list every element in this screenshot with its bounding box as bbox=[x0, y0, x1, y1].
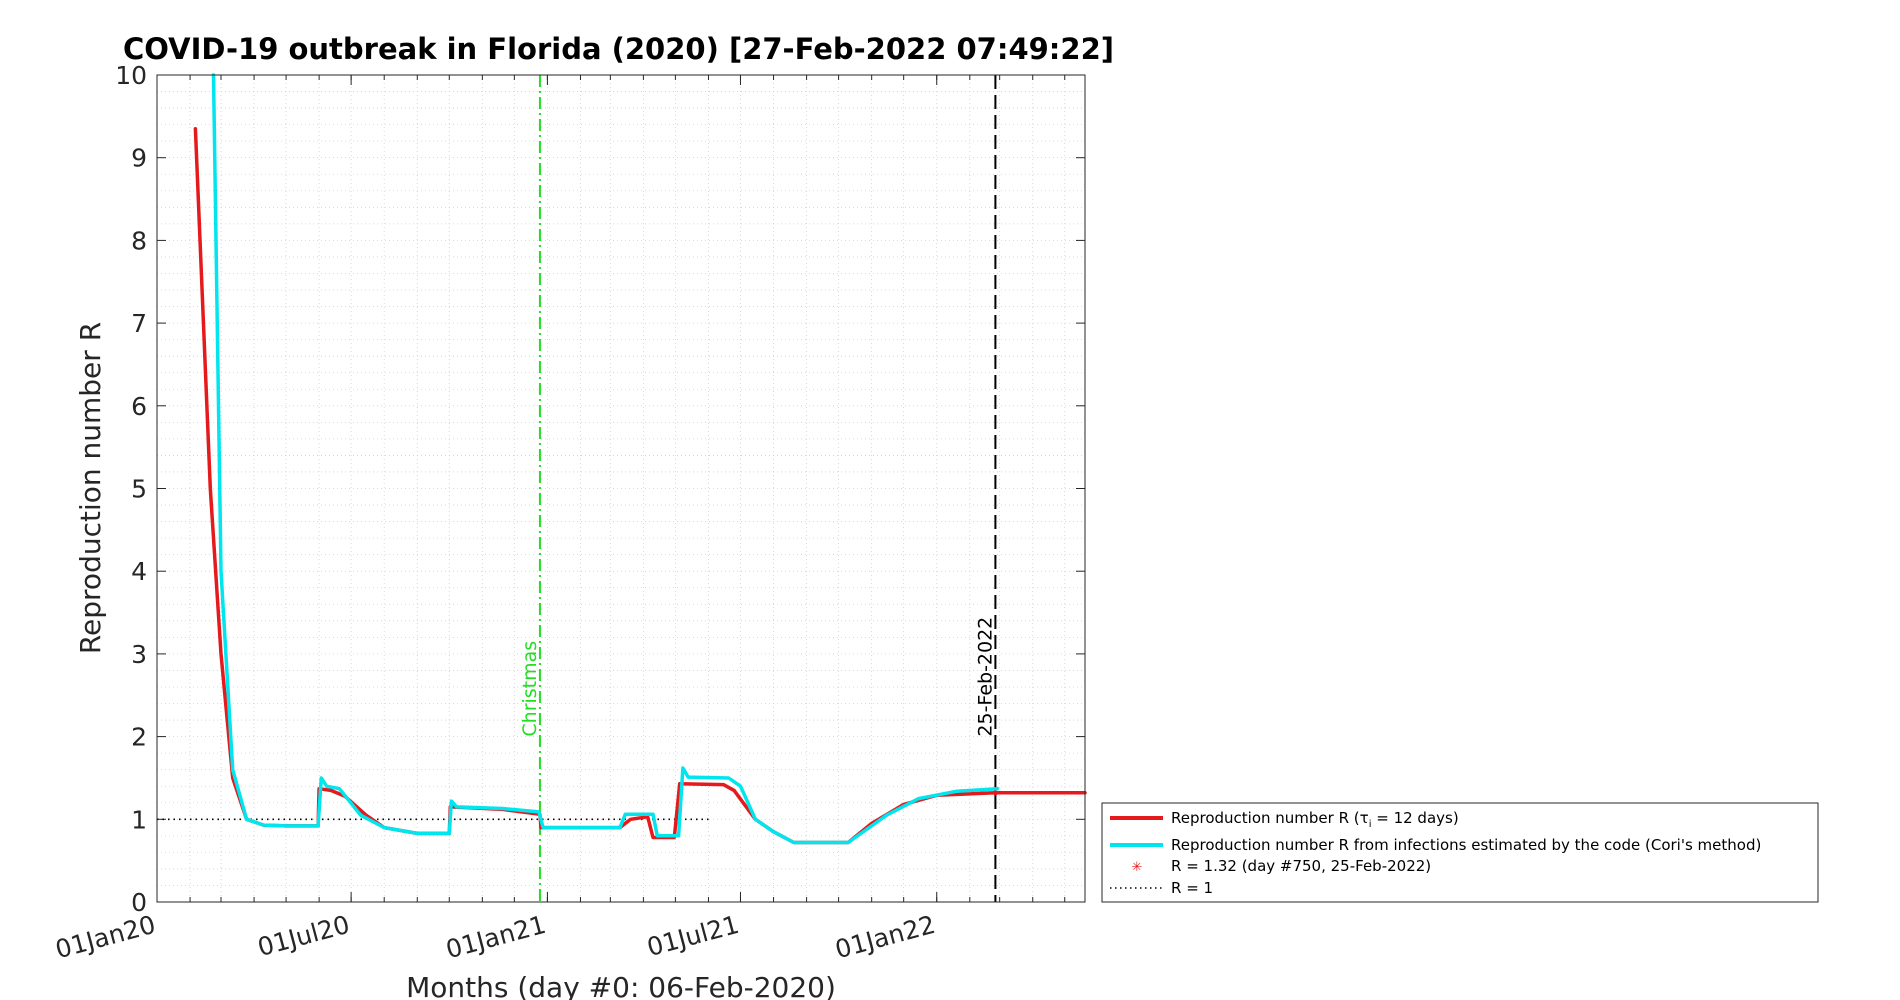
plot-area: Christmas 25-Feb-2022 bbox=[156, 73, 1087, 903]
x-tick-label: 01Jul20 bbox=[255, 910, 353, 962]
x-tick-labels: 01Jan20 01Jul20 01Jan21 01Jul21 01Jan22 bbox=[52, 910, 938, 964]
y-tick-label: 3 bbox=[131, 640, 147, 669]
legend-entry-r1: R = 1 bbox=[1171, 879, 1213, 897]
legend-entry-red-subscript: i bbox=[1369, 819, 1372, 830]
tau-symbol: τ bbox=[1360, 809, 1369, 827]
y-axis-label: Reproduction number R bbox=[74, 322, 107, 654]
y-tick-label: 9 bbox=[131, 144, 147, 173]
ticks bbox=[156, 74, 1085, 903]
legend-entry-red-name: Reproduction number R bbox=[1171, 809, 1349, 827]
legend-box bbox=[1101, 802, 1819, 903]
y-tick-label: 2 bbox=[131, 723, 147, 752]
y-tick-label: 4 bbox=[131, 557, 147, 586]
y-tick-label: 8 bbox=[131, 226, 147, 255]
legend-swatch-marker: ✳ bbox=[1132, 860, 1143, 875]
legend-entry-red-tail: = 12 days) bbox=[1371, 809, 1458, 827]
legend-entry-marker: R = 1.32 (day #750, 25-Feb-2022) bbox=[1171, 857, 1431, 875]
event-label-current-date: 25-Feb-2022 bbox=[974, 617, 996, 737]
legend-entry-cyan: Reproduction number R from infections es… bbox=[1171, 836, 1761, 854]
x-axis-label: Months (day #0: 06-Feb-2020) bbox=[406, 971, 836, 1000]
y-tick-labels: 0 1 2 3 4 5 6 7 8 9 10 bbox=[115, 61, 147, 917]
legend-entry-red: Reproduction number R (τi = 12 days) bbox=[1171, 809, 1459, 830]
event-label-christmas: Christmas bbox=[519, 641, 541, 737]
x-tick-label: 01Jan22 bbox=[832, 910, 938, 964]
y-tick-label: 5 bbox=[131, 475, 147, 504]
y-tick-label: 0 bbox=[131, 888, 147, 917]
y-tick-label: 1 bbox=[131, 805, 147, 834]
legend: Reproduction number R (τi = 12 days) Rep… bbox=[1101, 802, 1819, 903]
grid bbox=[156, 74, 1085, 903]
event-lines: Christmas 25-Feb-2022 bbox=[519, 75, 997, 902]
series-line-cyan bbox=[211, 73, 1000, 845]
y-tick-label: 6 bbox=[131, 392, 147, 421]
y-tick-label: 10 bbox=[115, 61, 147, 90]
x-tick-label: 01Jan21 bbox=[443, 910, 549, 964]
x-tick-label: 01Jul21 bbox=[644, 910, 742, 962]
plot-frame bbox=[156, 74, 1086, 903]
series-layer bbox=[193, 73, 1087, 845]
y-tick-label: 7 bbox=[131, 309, 147, 338]
chart-title: COVID-19 outbreak in Florida (2020) [27-… bbox=[123, 32, 1114, 66]
marker-point bbox=[992, 790, 998, 796]
x-tick-label: 01Jan20 bbox=[52, 910, 158, 964]
